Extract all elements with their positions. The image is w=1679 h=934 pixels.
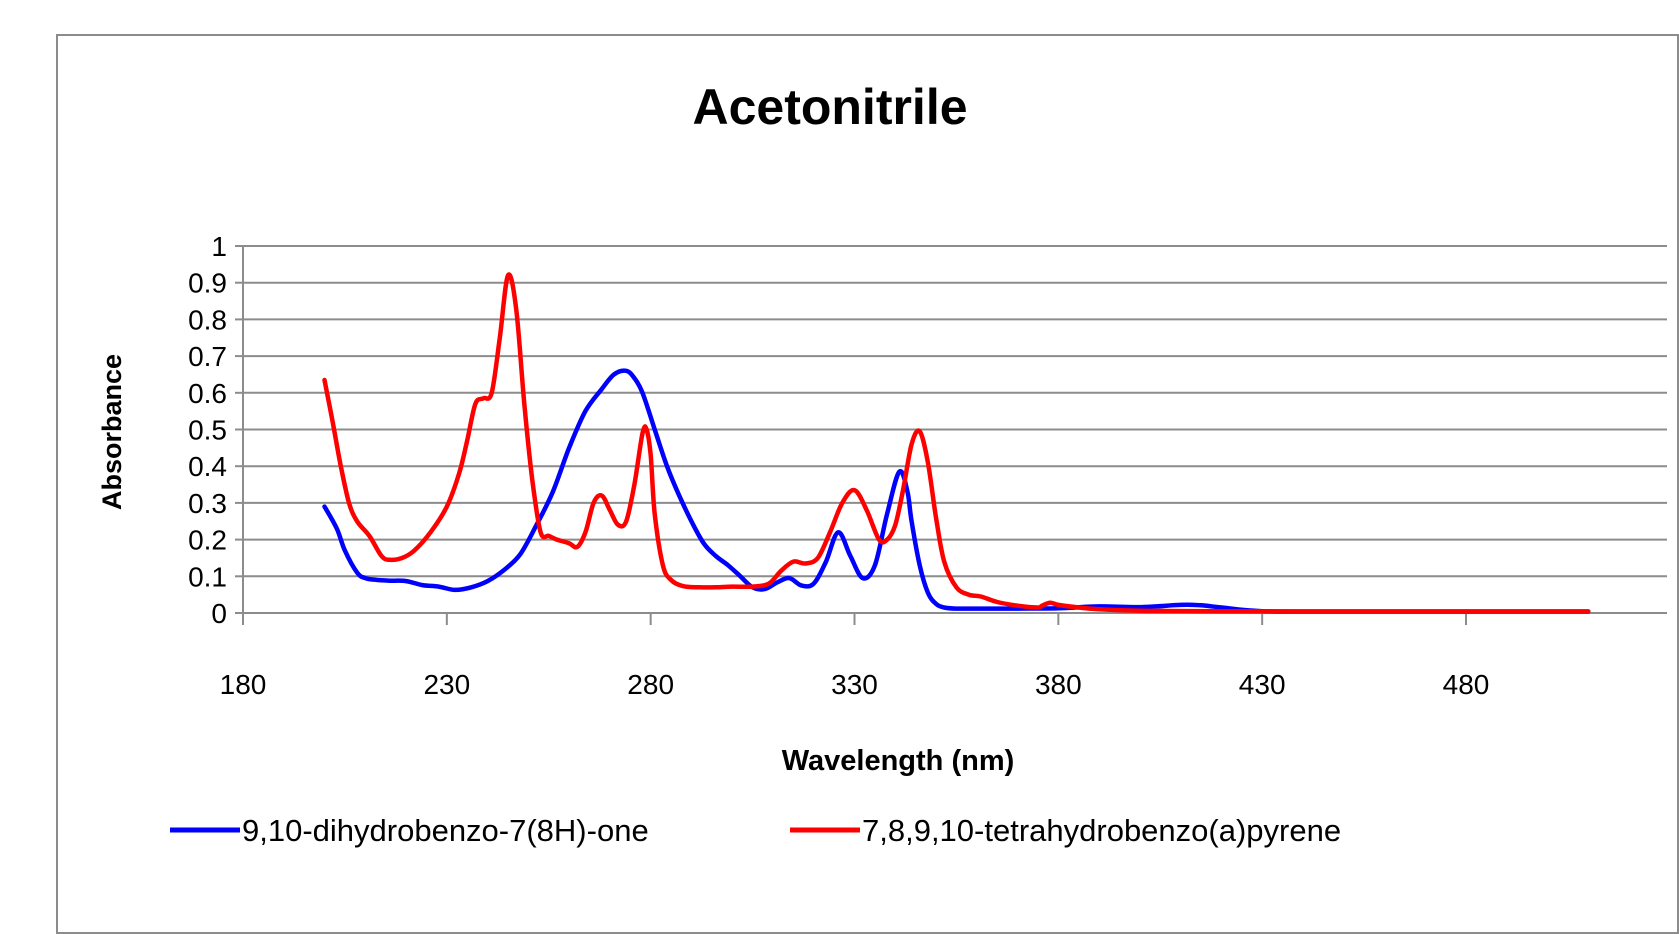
y-tick-label: 0.2 <box>188 525 227 556</box>
x-tick-label: 480 <box>1443 669 1490 700</box>
y-axis-ticks: 0 0.1 0.2 0.3 0.4 0.5 0.6 0.7 0.8 0.9 1 <box>188 231 227 629</box>
x-axis-ticks: 180 230 280 330 380 430 480 <box>220 669 1490 700</box>
legend-label-1: 9,10-dihydrobenzo-7(8H)-one <box>242 813 649 848</box>
y-tick-label: 0.8 <box>188 304 227 335</box>
x-tick-label: 380 <box>1035 669 1082 700</box>
series-layer <box>322 272 1591 614</box>
grid <box>235 245 1667 625</box>
y-tick-label: 0.4 <box>188 451 227 482</box>
legend: 9,10-dihydrobenzo-7(8H)-one 7,8,9,10-tetr… <box>170 813 1341 848</box>
chart-frame <box>56 34 1679 934</box>
series-line-2 <box>322 272 1591 614</box>
x-tick-label: 280 <box>627 669 674 700</box>
x-tick-label: 330 <box>831 669 878 700</box>
y-tick-label: 0.1 <box>188 561 227 592</box>
y-tick-label: 0.6 <box>188 378 227 409</box>
chart-title: Acetonitrile <box>692 79 967 135</box>
x-tick-label: 180 <box>220 669 267 700</box>
x-tick-label: 230 <box>423 669 470 700</box>
y-tick-label: 0.7 <box>188 341 227 372</box>
y-tick-label: 1 <box>211 231 227 262</box>
y-tick-label: 0 <box>211 598 227 629</box>
x-axis-label: Wavelength (nm) <box>782 745 1015 777</box>
y-tick-label: 0.3 <box>188 488 227 519</box>
y-axis-label: Absorbance <box>97 354 127 510</box>
legend-label-2: 7,8,9,10-tetrahydrobenzo(a)pyrene <box>862 813 1341 848</box>
x-tick-label: 430 <box>1239 669 1286 700</box>
y-tick-label: 0.5 <box>188 415 227 446</box>
y-tick-label: 0.9 <box>188 268 227 299</box>
